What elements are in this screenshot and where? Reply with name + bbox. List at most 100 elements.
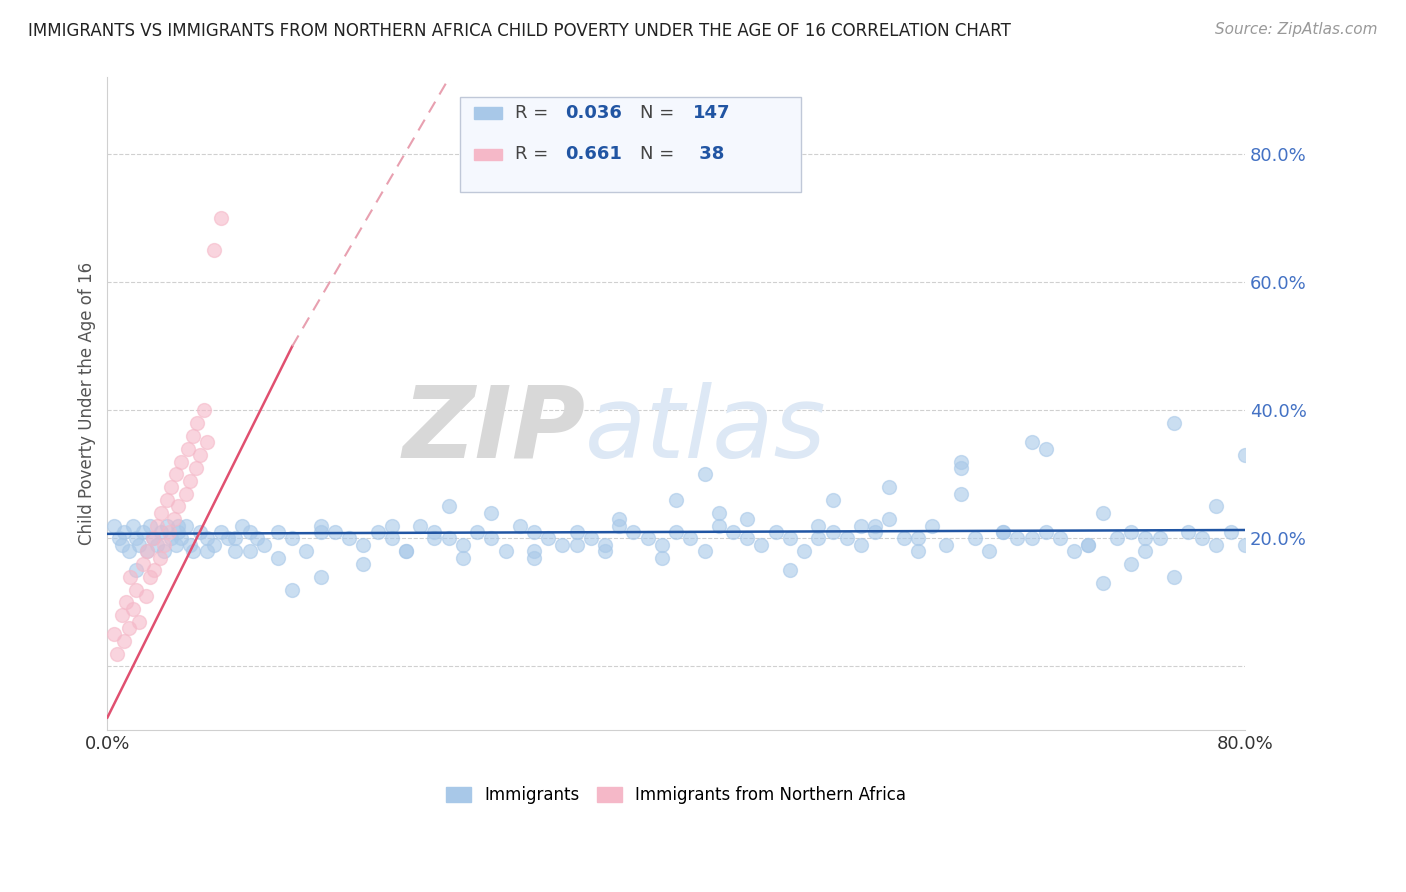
Point (150, 524, 173, 539)
Point (509, 518, 531, 533)
Point (115, 595, 138, 609)
Point (110, 608, 132, 623)
Point (1091, 506, 1114, 520)
Point (1121, 524, 1143, 539)
Text: ZIP: ZIP (402, 382, 585, 478)
Point (281, 582, 304, 597)
Text: 147: 147 (693, 104, 731, 122)
Point (565, 538, 588, 552)
Text: 0.036: 0.036 (565, 104, 621, 122)
Point (735, 512, 758, 526)
Point (1121, 557, 1143, 571)
Point (153, 538, 176, 552)
Point (174, 518, 197, 533)
Point (879, 512, 901, 526)
Point (153, 544, 176, 558)
Point (181, 429, 204, 443)
Point (146, 538, 169, 552)
Point (309, 518, 332, 533)
Point (231, 518, 253, 533)
Point (879, 480, 901, 494)
Point (267, 524, 290, 539)
Text: atlas: atlas (585, 382, 827, 478)
Point (188, 524, 211, 539)
Point (807, 531, 830, 545)
Point (1063, 544, 1085, 558)
Point (907, 531, 929, 545)
Point (1163, 570, 1185, 584)
Point (637, 531, 659, 545)
Point (949, 454, 972, 468)
Point (352, 538, 374, 552)
Point (114, 524, 136, 539)
Point (139, 518, 162, 533)
Point (593, 538, 616, 552)
Point (679, 531, 702, 545)
Point (150, 506, 173, 520)
Point (309, 570, 332, 584)
Point (125, 563, 148, 577)
Point (551, 538, 574, 552)
FancyBboxPatch shape (460, 97, 801, 192)
Point (136, 544, 159, 558)
Point (202, 244, 225, 258)
Point (779, 563, 801, 577)
Point (465, 524, 488, 539)
Point (1233, 538, 1256, 552)
Point (146, 518, 169, 533)
Point (793, 544, 815, 558)
Point (114, 633, 136, 648)
Point (437, 500, 460, 514)
FancyBboxPatch shape (474, 149, 502, 161)
Point (337, 531, 360, 545)
Point (949, 486, 972, 500)
Point (170, 454, 193, 468)
Text: R =: R = (515, 104, 554, 122)
Point (765, 524, 787, 539)
Point (128, 615, 150, 629)
Point (170, 531, 193, 545)
Point (167, 524, 190, 539)
Point (177, 442, 200, 456)
Point (246, 531, 269, 545)
Point (1205, 500, 1227, 514)
Point (186, 416, 208, 430)
Point (195, 435, 218, 450)
Point (295, 544, 318, 558)
Point (253, 538, 276, 552)
Point (1077, 538, 1099, 552)
Point (523, 544, 546, 558)
Point (821, 492, 844, 507)
Point (707, 506, 730, 520)
Point (735, 531, 758, 545)
Point (209, 211, 232, 226)
Point (437, 531, 460, 545)
Point (665, 492, 688, 507)
Point (118, 544, 141, 558)
Point (136, 544, 159, 558)
Point (977, 544, 1000, 558)
Point (479, 506, 502, 520)
Point (1135, 531, 1157, 545)
Y-axis label: Child Poverty Under the Age of 16: Child Poverty Under the Age of 16 (79, 262, 96, 545)
Point (179, 538, 201, 552)
Text: R =: R = (515, 145, 554, 163)
Text: 0.661: 0.661 (565, 145, 621, 163)
Point (105, 647, 128, 661)
Point (202, 538, 225, 552)
Point (160, 480, 183, 494)
Point (1077, 538, 1099, 552)
Point (1021, 435, 1043, 450)
Point (1035, 524, 1057, 539)
Point (807, 518, 830, 533)
Point (125, 531, 148, 545)
Point (835, 531, 858, 545)
Point (1049, 531, 1071, 545)
Point (167, 518, 190, 533)
Point (409, 518, 432, 533)
Point (174, 486, 197, 500)
Point (156, 492, 179, 507)
Point (693, 467, 716, 482)
Point (120, 570, 142, 584)
Point (921, 518, 943, 533)
